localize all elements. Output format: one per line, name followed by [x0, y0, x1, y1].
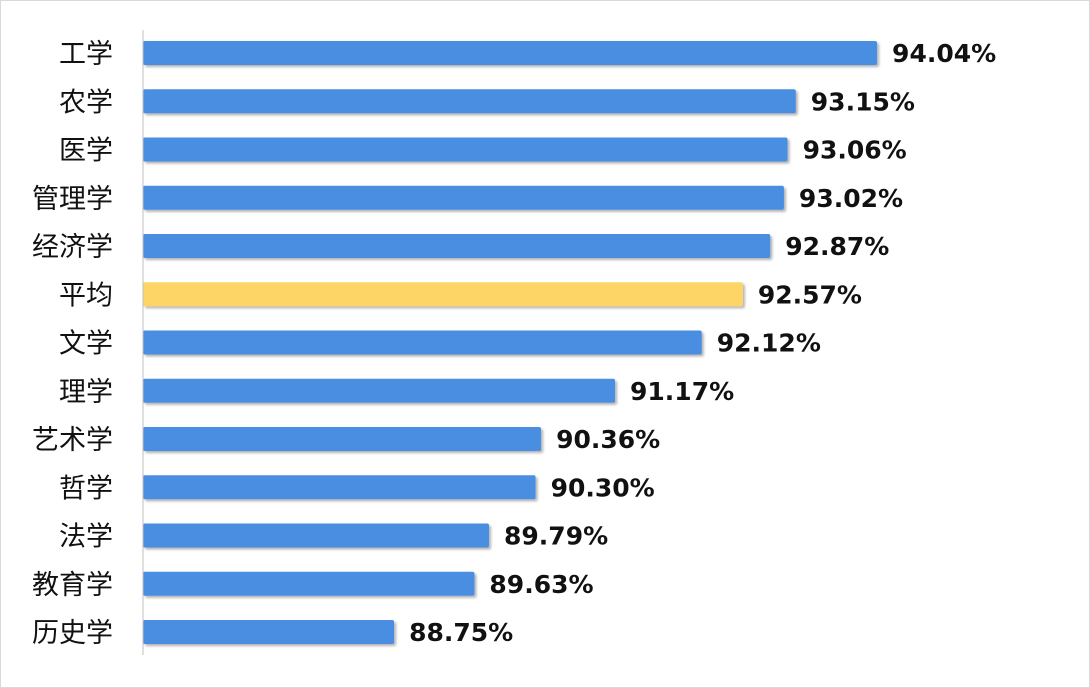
- category-label: 医学: [59, 136, 113, 167]
- bar: [143, 185, 784, 210]
- category-label: 文学: [59, 329, 113, 360]
- data-label: 93.02%: [799, 184, 903, 213]
- data-label: 94.04%: [892, 39, 996, 68]
- category-label: 管理学: [32, 184, 113, 215]
- category-label: 经济学: [32, 232, 113, 263]
- data-label: 90.30%: [551, 473, 655, 502]
- category-label: 教育学: [32, 570, 113, 601]
- bar: [143, 571, 475, 596]
- bar: [143, 427, 542, 451]
- bar: [143, 620, 395, 644]
- bar: [143, 330, 702, 355]
- bar: [143, 89, 796, 114]
- category-label: 哲学: [59, 473, 113, 504]
- data-label: 93.06%: [803, 136, 907, 165]
- category-label: 平均: [59, 280, 113, 311]
- category-label: 农学: [59, 87, 113, 118]
- data-label: 89.63%: [489, 570, 593, 599]
- data-label: 91.17%: [630, 377, 734, 406]
- bar: [143, 137, 788, 162]
- category-label: 理学: [59, 377, 113, 408]
- bar: [143, 378, 616, 403]
- data-label: 92.87%: [785, 232, 889, 261]
- data-label: 93.15%: [811, 87, 915, 116]
- data-label: 92.12%: [717, 329, 821, 358]
- data-label: 89.79%: [504, 522, 608, 551]
- category-label: 法学: [59, 522, 113, 553]
- bar-average: [143, 282, 743, 307]
- data-label: 88.75%: [409, 618, 513, 647]
- bar: [143, 523, 490, 548]
- bar: [143, 234, 771, 258]
- data-label: 92.57%: [758, 280, 862, 309]
- data-label: 90.36%: [556, 425, 660, 454]
- category-label: 工学: [59, 39, 113, 70]
- bar: [143, 41, 878, 65]
- bar: [143, 475, 536, 500]
- category-label: 历史学: [32, 618, 113, 649]
- category-label: 艺术学: [32, 425, 113, 456]
